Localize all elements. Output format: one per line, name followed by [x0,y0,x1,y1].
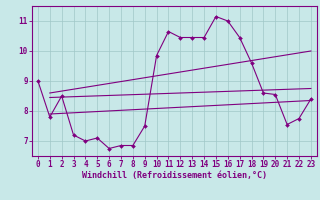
X-axis label: Windchill (Refroidissement éolien,°C): Windchill (Refroidissement éolien,°C) [82,171,267,180]
